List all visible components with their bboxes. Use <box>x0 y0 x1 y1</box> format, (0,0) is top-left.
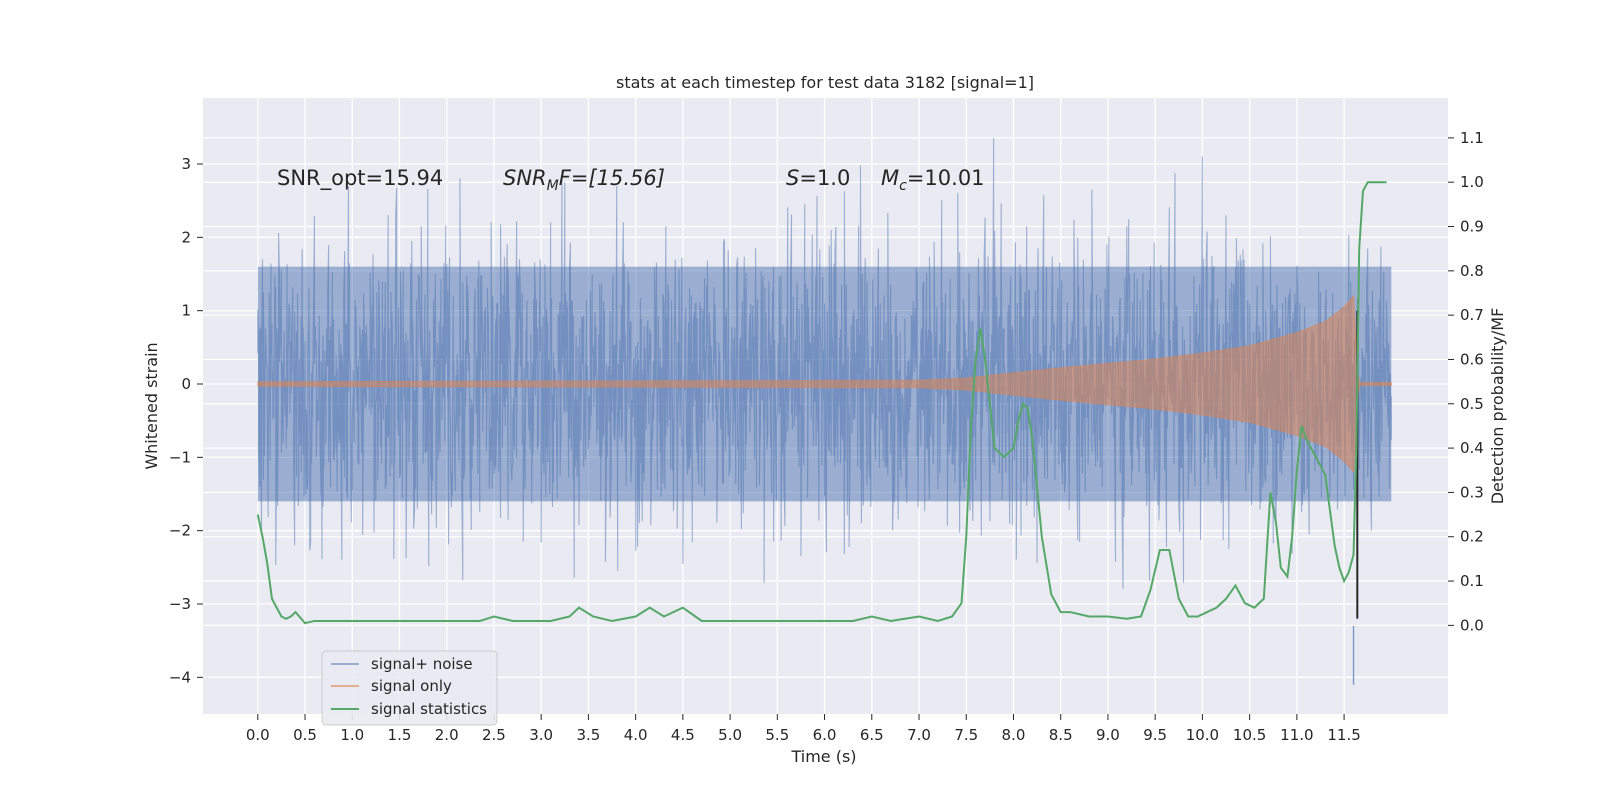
x-tick-label: 1.5 <box>388 726 412 744</box>
x-tick-label: 6.5 <box>860 726 884 744</box>
y-right-tick-label: 0.6 <box>1460 350 1484 368</box>
x-tick-label: 7.0 <box>907 726 931 744</box>
y-right-tick-label: 1.0 <box>1460 173 1484 191</box>
y-right-tick-label: 1.1 <box>1460 129 1484 147</box>
y-tick-label: 1 <box>181 302 191 320</box>
x-tick-label: 8.5 <box>1049 726 1073 744</box>
chart-title: stats at each timestep for test data 318… <box>616 73 1034 92</box>
annotation-snr-mf-tail: F=[15.56] <box>559 166 665 190</box>
y-right-tick-label: 0.1 <box>1460 572 1484 590</box>
x-axis-label: Time (s) <box>790 747 856 766</box>
x-tick-label: 11.5 <box>1327 726 1360 744</box>
annotation-snr-opt: SNR_opt=15.94 <box>277 166 443 191</box>
y-right-tick-label: 0.3 <box>1460 483 1484 501</box>
x-tick-label: 4.5 <box>671 726 695 744</box>
annotation-mc-main: M <box>881 166 899 190</box>
x-tick-label: 7.5 <box>954 726 978 744</box>
y-right-tick-label: 0.8 <box>1460 262 1484 280</box>
annotation-mc-tail: =10.01 <box>907 166 985 190</box>
y-tick-label: −2 <box>169 522 191 540</box>
y-tick-label: −3 <box>169 595 191 613</box>
y-right-tick-label: 0.4 <box>1460 439 1484 457</box>
x-tick-label: 3.0 <box>529 726 553 744</box>
legend-label-signal-only: signal only <box>371 677 452 695</box>
y-tick-label: −1 <box>169 448 191 466</box>
x-tick-label: 0.0 <box>246 726 270 744</box>
x-tick-label: 3.5 <box>576 726 600 744</box>
x-tick-label: 9.0 <box>1096 726 1120 744</box>
legend-label-signal-noise: signal+ noise <box>371 655 473 673</box>
x-tick-label: 2.0 <box>435 726 459 744</box>
legend-label-signal-statistics: signal statistics <box>371 700 487 718</box>
annotation-s: S=1.0 <box>786 166 850 190</box>
y-tick-label: 0 <box>181 375 191 393</box>
x-tick-label: 8.0 <box>1002 726 1026 744</box>
x-tick-label: 11.0 <box>1280 726 1313 744</box>
x-tick-label: 5.0 <box>718 726 742 744</box>
y-right-tick-label: 0.2 <box>1460 528 1484 546</box>
series-signal-only-area <box>257 294 1392 474</box>
y-axis-label: Whitened strain <box>142 342 161 469</box>
legend-box <box>321 650 498 726</box>
series-signal-statistics-line <box>256 181 1387 625</box>
y-tick-label: −4 <box>169 668 191 686</box>
y-axis-right-label: Detection probability/MF <box>1488 308 1507 505</box>
annotation-snr-mf: SNRMF=[15.56] <box>503 166 665 194</box>
y-right-tick-label: 0.5 <box>1460 395 1484 413</box>
y-right-tick-label: 0.0 <box>1460 616 1484 634</box>
annotation-mc-sub: c <box>899 178 907 194</box>
x-tick-label: 4.0 <box>624 726 648 744</box>
y-tick-label: 3 <box>181 155 191 173</box>
x-tick-label: 1.0 <box>340 726 364 744</box>
annotation-mc: Mc=10.01 <box>881 166 985 194</box>
x-tick-label: 10.5 <box>1233 726 1266 744</box>
y-right-tick-label: 0.7 <box>1460 306 1484 324</box>
x-tick-label: 5.5 <box>765 726 789 744</box>
x-tick-label: 9.5 <box>1143 726 1167 744</box>
y-tick-label: 2 <box>181 228 191 246</box>
y-right-tick-label: 0.9 <box>1460 218 1484 236</box>
annotation-s-tail: =1.0 <box>799 166 850 190</box>
annotation-snr-mf-sub: M <box>547 178 559 194</box>
legend: signal+ noise signal only signal statist… <box>321 650 498 726</box>
x-tick-label: 6.0 <box>813 726 837 744</box>
annotation-snr-mf-main: SNR <box>503 166 547 190</box>
x-tick-label: 2.5 <box>482 726 506 744</box>
x-tick-label: 0.5 <box>293 726 317 744</box>
x-tick-label: 10.0 <box>1186 726 1219 744</box>
annotation-s-main: S <box>786 166 799 190</box>
